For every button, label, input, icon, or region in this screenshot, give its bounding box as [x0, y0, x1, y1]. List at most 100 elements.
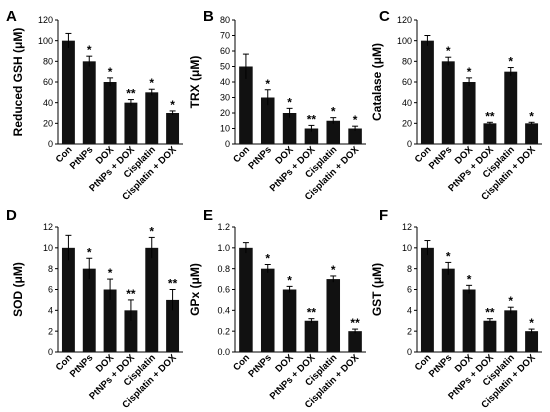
panel-e-bar-4 [326, 279, 341, 352]
panel-c-bar-3 [483, 123, 497, 144]
panel-e-bar-5 [348, 331, 362, 352]
panel-f-ytick-label-3: 6 [407, 285, 412, 295]
panel-a-bar-5 [166, 113, 180, 144]
panel-a-ytick-label-4: 80 [43, 57, 53, 67]
panel-c-bar-1 [441, 61, 455, 145]
panel-b-ytick-label-5: 50 [220, 62, 230, 72]
panel-a-category-label-1: PtNPs [68, 144, 96, 172]
panel-c-ytick-label-2: 40 [402, 98, 412, 108]
panel-b-signif-4: * [331, 105, 336, 119]
panel-d-bar-0 [61, 247, 75, 352]
panel-f-label: F [379, 207, 388, 224]
panel-b-category-label-1: PtNPs [246, 144, 274, 172]
panel-e-signif-1: * [265, 252, 270, 266]
panel-b-ytick-label-4: 40 [220, 77, 230, 87]
panel-c-label: C [379, 8, 390, 25]
panel-b-signif-3: ** [307, 112, 317, 126]
panel-d-signif-3: ** [126, 287, 136, 301]
panel-f-signif-4: * [508, 294, 513, 308]
panel-f-ytick-label-0: 0 [407, 347, 412, 357]
panel-c-signif-1: * [446, 44, 451, 58]
panel-c-ytick-label-3: 60 [402, 77, 412, 87]
panel-b-ytick-label-8: 80 [220, 15, 230, 25]
panel-a-signif-2: * [108, 65, 113, 79]
panel-b-label: B [203, 8, 214, 25]
panel-c-ylabel: Catalase (μM) [370, 43, 384, 121]
panel-d-signif-5: ** [168, 277, 178, 291]
panel-f-bar-0 [420, 247, 434, 352]
panel-d-ylabel: SOD (μM) [11, 262, 25, 317]
panel-b-signif-2: * [287, 95, 292, 109]
panel-d-ytick-label-0: 0 [48, 347, 53, 357]
panel-c-signif-3: ** [485, 109, 495, 123]
panel-d-ytick-label-6: 12 [43, 222, 53, 232]
panel-b-ytick-label-3: 30 [220, 93, 230, 103]
panel-e-ytick-label-6: 1.2 [217, 222, 230, 232]
panel-a-bar-3 [124, 102, 138, 144]
panel-d-signif-1: * [87, 245, 92, 259]
panel-e-bar-3 [304, 320, 319, 352]
panel-c-ytick-label-5: 100 [397, 36, 412, 46]
panel-a-bar-1 [82, 61, 96, 145]
panel-f-signif-1: * [446, 249, 451, 263]
panel-e-bar-0 [239, 247, 253, 352]
panel-e-ytick-label-4: 0.8 [217, 264, 230, 274]
panel-e-ytick-label-1: 0.2 [217, 326, 230, 336]
panel-b-ytick-label-1: 10 [220, 124, 230, 134]
panel-b-ytick-label-7: 70 [220, 31, 230, 41]
panel-e-ytick-label-3: 0.6 [217, 285, 230, 295]
panel-f-bar-3 [483, 320, 497, 352]
panel-d-ytick-label-5: 10 [43, 243, 53, 253]
panel-e-signif-2: * [287, 273, 292, 287]
panel-f-bar-2 [462, 289, 476, 352]
panel-f-signif-5: * [529, 316, 534, 330]
panel-b-bar-2 [282, 113, 297, 144]
panel-e-ytick-label-5: 1.0 [217, 243, 230, 253]
panel-b-bar-4 [326, 120, 341, 144]
panel-c-bar-0 [420, 40, 434, 144]
panel-e-ylabel: GPx (μM) [188, 263, 202, 316]
panel-a-ytick-label-3: 60 [43, 77, 53, 87]
panel-a-ytick-label-6: 120 [38, 15, 53, 25]
panel-e-ytick-label-2: 0.4 [217, 306, 230, 316]
panel-f-ytick-label-2: 4 [407, 306, 412, 316]
panel-a-bar-2 [103, 82, 117, 144]
panel-c-bar-4 [504, 71, 518, 144]
panel-e-bar-1 [260, 268, 275, 352]
panel-a-ytick-label-0: 0 [48, 139, 53, 149]
panel-f-ytick-label-1: 2 [407, 326, 412, 336]
panel-a-ytick-label-1: 20 [43, 119, 53, 129]
panel-e-ytick-label-0: 0.0 [217, 347, 230, 357]
panel-d-ytick-label-2: 4 [48, 306, 53, 316]
panel-d-signif-4: * [149, 224, 154, 238]
panel-a-ytick-label-2: 40 [43, 98, 53, 108]
panel-f-bar-1 [441, 268, 455, 352]
panel-a-signif-5: * [170, 98, 175, 112]
panel-e-signif-3: ** [307, 306, 317, 320]
panel-b-ytick-label-6: 60 [220, 46, 230, 56]
panel-f-signif-3: ** [485, 306, 495, 320]
panel-d-ytick-label-4: 8 [48, 264, 53, 274]
panel-d-bar-2 [103, 289, 117, 352]
panel-a-signif-4: * [149, 76, 154, 90]
panel-d-bar-5 [166, 299, 180, 352]
panel-d-category-label-1: PtNPs [68, 352, 96, 380]
panel-d-bar-3 [124, 310, 138, 352]
panel-c-ytick-label-1: 20 [402, 119, 412, 129]
panel-b-signif-5: * [353, 113, 358, 127]
panel-a-bar-4 [145, 92, 159, 144]
panel-c-ytick-label-4: 80 [402, 57, 412, 67]
panel-b-signif-1: * [265, 77, 270, 91]
panel-d-bar-4 [145, 247, 159, 352]
panel-c-ytick-label-6: 120 [397, 15, 412, 25]
panel-c-signif-2: * [467, 65, 472, 79]
panel-f-ytick-label-5: 10 [402, 243, 412, 253]
panel-b-bar-5 [348, 128, 362, 144]
panel-d-ytick-label-1: 2 [48, 326, 53, 336]
panel-a-ytick-label-5: 100 [38, 36, 53, 46]
panel-d-bar-1 [82, 268, 96, 352]
panel-c-bar-2 [462, 82, 476, 144]
panel-f-category-label-1: PtNPs [427, 352, 455, 380]
panel-c-bar-5 [525, 123, 539, 144]
